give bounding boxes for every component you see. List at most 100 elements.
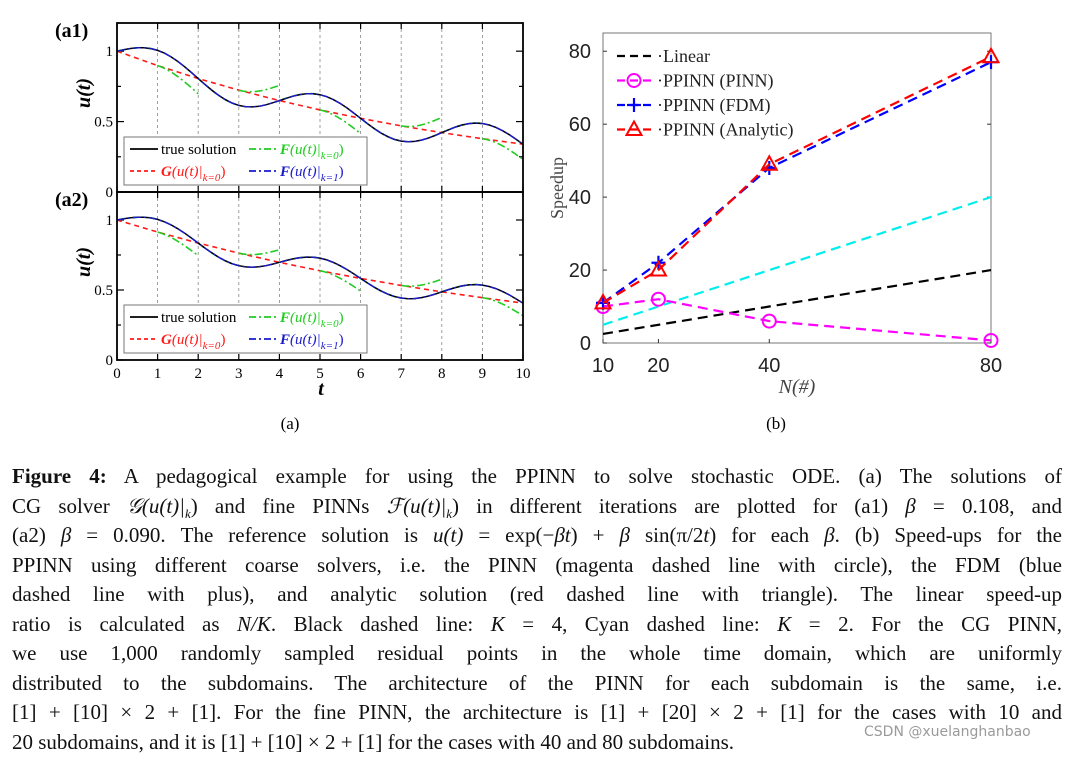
legend-label: ·PPINN (Analytic): [657, 120, 793, 141]
caption-text: = 4, Cyan dashed line:: [505, 612, 777, 636]
caption-text: . Black dashed line:: [271, 612, 491, 636]
figure-4: 0 0.5 1 (a1) u(t) true solutionG(u(t)|k=0)F(u…: [0, 0, 1073, 455]
y-axis-label: u(t): [73, 78, 95, 108]
caption-text: ) in different iterations are plotted fo…: [452, 494, 905, 518]
panel-label: (a2): [55, 189, 88, 211]
caption-text: ) and fine PINNs: [191, 494, 387, 518]
caption-text: (a2): [12, 523, 61, 547]
legend-marker-triangle: [627, 122, 642, 136]
y-axis-label: u(t): [73, 247, 95, 277]
caption-text: CG solver: [12, 494, 127, 518]
caption-text: PPINN using different coarse solvers, i.…: [12, 553, 1062, 577]
caption-text: . (b) Speed-ups for the: [835, 523, 1062, 547]
legend: true solutionG(u(t)|k=0)F(u(t)|k=0)F(u(t…: [124, 137, 367, 185]
caption-text: ℱ(u(t)|: [387, 494, 447, 518]
caption-text: Figure 4:: [12, 464, 107, 488]
legend-marker-plus: [627, 98, 641, 112]
caption-text: 𝒢(u(t)|: [127, 494, 185, 518]
x-tick-label: 2: [194, 366, 202, 382]
caption-text: π/2: [676, 523, 703, 547]
caption-text: distributed to the subdomains. The archi…: [12, 671, 1062, 695]
series-ppinn-fdm: [596, 55, 998, 310]
x-tick-label: 10: [516, 366, 531, 382]
legend-true-solution-label: true solution: [161, 310, 237, 326]
caption-text: N/K: [237, 612, 271, 636]
caption-line: (a2) β = 0.090. The reference solution i…: [12, 521, 1062, 551]
caption-text: u(t): [433, 523, 463, 547]
caption-text: = 2. For the CG PINN,: [791, 612, 1062, 636]
caption-text: dashed line with plus), and analytic sol…: [12, 582, 1062, 606]
panel-label: (a1): [55, 20, 88, 42]
fine-solution-f-k0: [158, 232, 199, 256]
caption-text: 20 subdomains, and it is [1] + [10] × 2 …: [12, 730, 734, 754]
legend: ·Linear ·PPINN (PINN) ·PPINN (FDM) ·PPINN (…: [617, 46, 793, 141]
y-tick-label: 0: [580, 333, 591, 355]
caption-text: sin(: [630, 523, 677, 547]
caption-line: PPINN using different coarse solvers, i.…: [12, 551, 1062, 581]
panel-b: 0 20 40 60 80 10 20 40 80 N(#) Speedup ·Linear ·PPIN…: [547, 33, 1002, 398]
y-tick-label: 0.5: [94, 283, 113, 299]
fine-solution-f-k0: [482, 298, 523, 316]
legend-label: ·PPINN (FDM): [657, 95, 771, 116]
x-tick-label: 80: [980, 355, 1002, 377]
caption-text: A pedagogical example for using the PPIN…: [107, 464, 1062, 488]
caption-text: ) +: [571, 523, 620, 547]
legend-label: ·Linear: [657, 46, 710, 66]
legend-label: ·PPINN (PINN): [657, 71, 774, 92]
fine-solution-f-k0: [401, 279, 442, 286]
caption-line: we use 1,000 randomly sampled residual p…: [12, 639, 1062, 669]
fine-solution-f-k0: [198, 243, 239, 266]
fine-solution-f-k0: [239, 85, 280, 91]
y-tick-label: 40: [569, 187, 591, 209]
figure-caption: Figure 4: A pedagogical example for usin…: [12, 462, 1062, 757]
x-tick-label: 6: [357, 366, 365, 382]
caption-text: β: [905, 494, 915, 518]
y-tick-label: 1: [106, 213, 114, 229]
y-tick-label: 80: [569, 41, 591, 63]
x-tick-label: 3: [235, 366, 243, 382]
legend-true-solution-label: true solution: [161, 142, 237, 158]
fine-solution-f-k0: [158, 66, 199, 94]
fine-solution-f-k0: [198, 79, 239, 106]
subplot-a1: 0 0.5 1 (a1) u(t) true solutionG(u(t)|k=0)F(u…: [55, 20, 523, 201]
x-tick-label: 7: [397, 366, 405, 382]
caption-text: ) for each: [709, 523, 824, 547]
panel-a-label: (a): [281, 414, 300, 433]
x-axis-label: N(#): [778, 376, 816, 398]
x-tick-label: 9: [479, 366, 487, 382]
caption-text: = 0.108, and: [916, 494, 1062, 518]
x-tick-label: 20: [647, 355, 669, 377]
caption-text: βt: [554, 523, 570, 547]
x-tick-label: 10: [592, 355, 614, 377]
caption-line: CG solver 𝒢(u(t)|k) and fine PINNs ℱ(u(t…: [12, 492, 1062, 522]
caption-line: distributed to the subdomains. The archi…: [12, 669, 1062, 699]
y-tick-label: 1: [106, 44, 114, 60]
panel-a: 0 0.5 1 (a1) u(t) true solutionG(u(t)|k=0)F(u…: [55, 20, 531, 400]
x-tick-label: 8: [438, 366, 446, 382]
x-tick-label: 4: [276, 366, 284, 382]
caption-text: = exp(−: [463, 523, 554, 547]
y-tick-label: 60: [569, 114, 591, 136]
y-tick-label: 0.5: [94, 115, 113, 131]
caption-text: K: [777, 612, 791, 636]
x-tick-label: 40: [758, 355, 780, 377]
y-axis-label: Speedup: [547, 157, 567, 219]
caption-text: = 0.090. The reference solution is: [71, 523, 433, 547]
caption-text: [1] + [10] × 2 + [1]. For the fine PINN,…: [12, 700, 1062, 724]
caption-text: ratio is calculated as: [12, 612, 237, 636]
y-tick-label: 0: [106, 185, 114, 201]
fine-solution-f-k0: [401, 117, 442, 126]
legend: true solutionG(u(t)|k=0)F(u(t)|k=0)F(u(t…: [124, 305, 367, 353]
caption-text: we use 1,000 randomly sampled residual p…: [12, 641, 1062, 665]
caption-text: β: [61, 523, 71, 547]
x-tick-label: 0: [113, 366, 121, 382]
y-tick-label: 0: [106, 353, 114, 369]
watermark: CSDN @xuelanghanbao: [864, 724, 1031, 740]
x-axis-label: t: [318, 378, 325, 400]
fine-solution-f-k0: [239, 250, 280, 255]
caption-text: β: [619, 523, 629, 547]
panel-b-label: (b): [766, 414, 786, 433]
y-tick-label: 20: [569, 260, 591, 282]
caption-text: β: [824, 523, 834, 547]
caption-line: Figure 4: A pedagogical example for usin…: [12, 462, 1062, 492]
